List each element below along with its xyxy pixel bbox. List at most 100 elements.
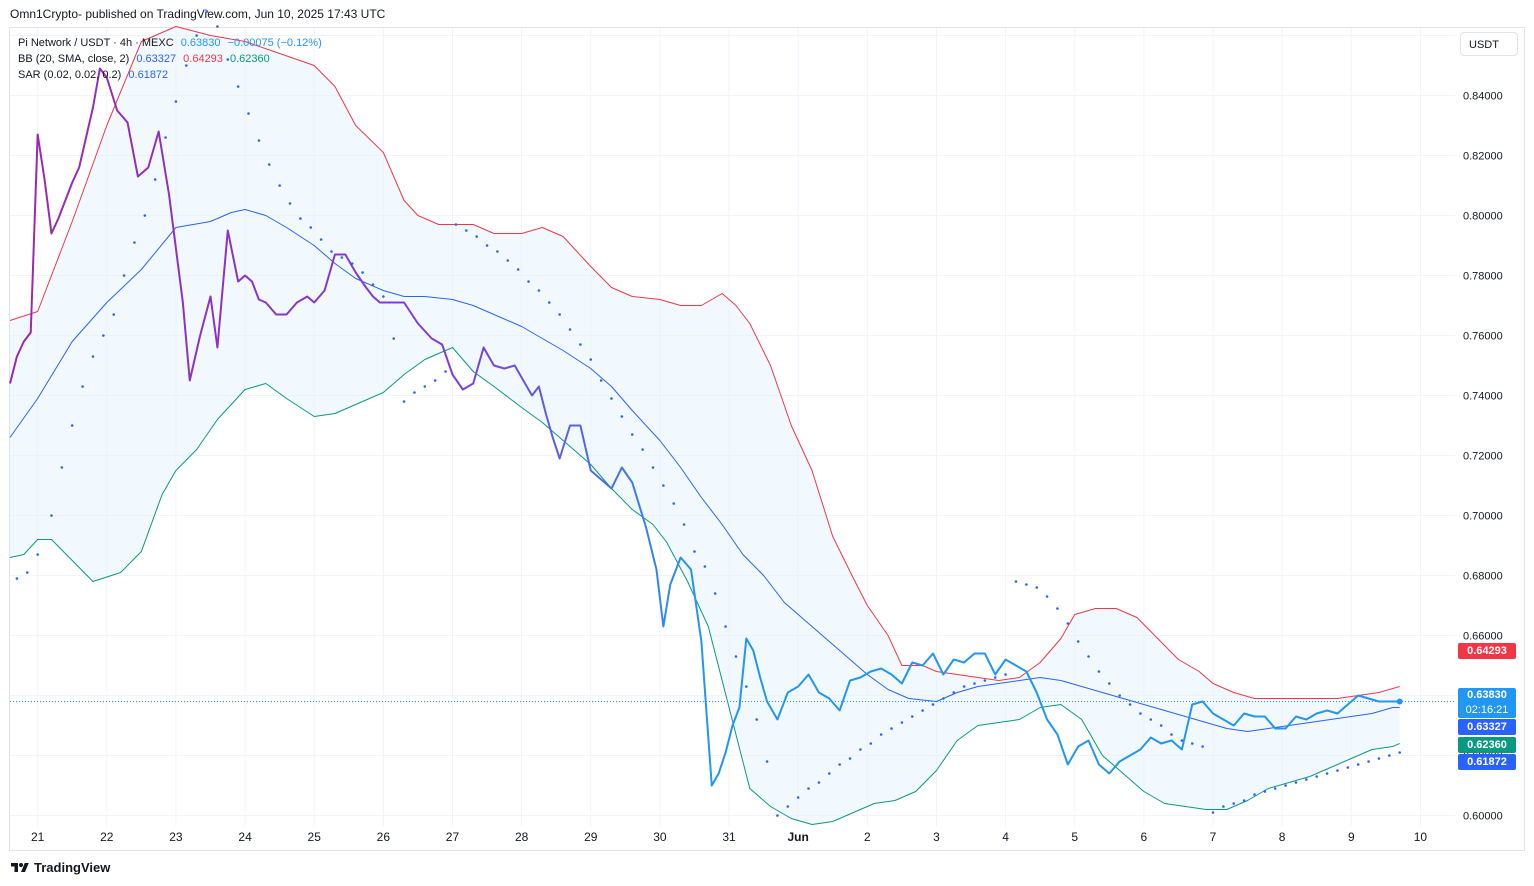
sar-dot-124: [1305, 778, 1308, 781]
x-tick-label-13: 3: [933, 830, 940, 844]
sar-dot-18: [205, 10, 209, 13]
x-tick-label-11: Jun: [788, 830, 809, 844]
band-fill-area: [10, 26, 1400, 825]
tradingview-logo-icon: [11, 862, 29, 872]
bb-basis-value: 0.63327: [136, 53, 177, 65]
sar-dot-125: [1315, 775, 1319, 778]
price-change: −0.00075 (−0.12%): [227, 37, 322, 49]
sar-dot-86: [910, 715, 914, 718]
bb-label[interactable]: BB (20, SMA, close, 2): [18, 53, 130, 65]
sar-dot-64: [682, 523, 686, 526]
currency-button[interactable]: USDT: [1460, 32, 1518, 56]
sar-dot-119: [1253, 793, 1256, 796]
sar-dot-3: [50, 514, 53, 517]
sar-dot-104: [1097, 670, 1101, 673]
sar-value: 0.61872: [128, 69, 169, 81]
sar-dot-56: [599, 379, 603, 382]
sar-dot-72: [765, 760, 769, 763]
sar-dot-34: [371, 283, 375, 286]
sar-dot-101: [1066, 622, 1070, 625]
lower-band-tag: 0.62360: [1458, 737, 1516, 753]
sar-dot-115: [1211, 811, 1215, 814]
sar-dot-73: [776, 814, 779, 817]
sar-dot-90: [952, 691, 956, 694]
x-tick-label-20: 10: [1414, 830, 1428, 844]
y-tick-label-7: 0.72000: [1463, 451, 1503, 463]
sar-dot-131: [1377, 757, 1381, 760]
sar-dot-32: [350, 262, 354, 265]
x-tick-label-19: 9: [1348, 830, 1355, 844]
sar-dot-36: [392, 337, 396, 340]
sar-dot-63: [672, 502, 676, 505]
symbol-title[interactable]: Pi Network / USDT · 4h · MEXC: [18, 37, 174, 49]
footer-brand[interactable]: TradingView: [10, 860, 110, 875]
price-tag: 0.63830 02:16:21: [1458, 688, 1516, 718]
sar-dot-44: [475, 235, 478, 238]
sar-dot-40: [433, 379, 437, 382]
x-tick-label-1: 22: [100, 830, 114, 844]
sar-dot-68: [724, 625, 727, 628]
sar-dot-7: [91, 355, 95, 358]
sar-dot-98: [1035, 586, 1039, 589]
sar-dot-100: [1056, 607, 1059, 610]
sar-dot-85: [900, 721, 904, 724]
chart-frame[interactable]: [9, 27, 1525, 851]
sar-dot-4: [60, 466, 64, 469]
sar-dot-80: [848, 757, 852, 760]
y-tick-label-1: 0.84000: [1463, 91, 1503, 103]
sar-dot-21: [236, 85, 240, 88]
x-tick-label-3: 24: [238, 830, 252, 844]
sar-dot-19: [216, 25, 219, 28]
sar-dot-108: [1139, 712, 1142, 715]
sar-dot-6: [81, 385, 84, 388]
footer-brand-label: TradingView: [34, 860, 111, 875]
sar-dot-62: [662, 484, 665, 487]
legend: Pi Network / USDT · 4h · MEXC 0.63830 −0…: [18, 35, 322, 83]
x-tick-label-8: 29: [584, 830, 598, 844]
sar-dot-20: [226, 58, 230, 61]
sar-dot-70: [745, 685, 748, 688]
sar-dot-50: [537, 289, 541, 292]
sar-dot-97: [1025, 583, 1028, 586]
x-axis[interactable]: 21 22 23 24 25 26 27 28 29 30 31 Jun 2 3 4 5 6 7 8 9 10: [31, 830, 1427, 844]
sar-dot-74: [786, 805, 790, 808]
sar-dot-67: [713, 592, 717, 595]
sar-dot-49: [527, 280, 530, 283]
sar-dot-28: [309, 226, 313, 229]
sar-dot-111: [1170, 733, 1173, 736]
sar-dot-29: [319, 238, 323, 241]
sar-dot-48: [516, 268, 520, 271]
y-tick-label-2: 0.82000: [1463, 151, 1503, 163]
sar-dot-75: [796, 796, 800, 799]
price-tag-value: 0.63830: [1467, 689, 1507, 701]
bollinger-band-fill: [10, 26, 1400, 825]
sar-label[interactable]: SAR (0.02, 0.02, 0.2): [18, 69, 122, 81]
sar-dot-128: [1346, 766, 1350, 769]
sar-dot-10: [122, 274, 126, 277]
sar-dot-84: [890, 727, 893, 730]
sar-dot-91: [962, 685, 966, 688]
sar-dot-123: [1294, 781, 1298, 784]
x-tick-label-7: 28: [515, 830, 529, 844]
x-tick-label-12: 2: [864, 830, 871, 844]
sar-dot-55: [589, 358, 593, 361]
sar-dot-95: [1004, 673, 1007, 676]
sar-dot-78: [827, 772, 831, 775]
countdown-timer: 02:16:21: [1465, 704, 1509, 716]
sar-dot-12: [143, 214, 147, 217]
sar-dot-116: [1222, 805, 1225, 808]
sar-dot-0: [15, 577, 19, 580]
y-tick-label-9: 0.68000: [1463, 571, 1503, 583]
x-tick-label-10: 31: [722, 830, 736, 844]
sar-dot-113: [1190, 742, 1194, 745]
sar-dot-9: [112, 313, 116, 316]
sar-dot-11: [133, 241, 136, 244]
sar-dot-99: [1045, 595, 1049, 598]
sar-dot-130: [1367, 760, 1370, 763]
sar-dot-26: [288, 202, 292, 205]
bb-upper-line: [9, 26, 1400, 699]
sar-dot-105: [1108, 682, 1111, 685]
sar-dot-33: [361, 271, 364, 274]
sar-dot-71: [755, 718, 758, 721]
